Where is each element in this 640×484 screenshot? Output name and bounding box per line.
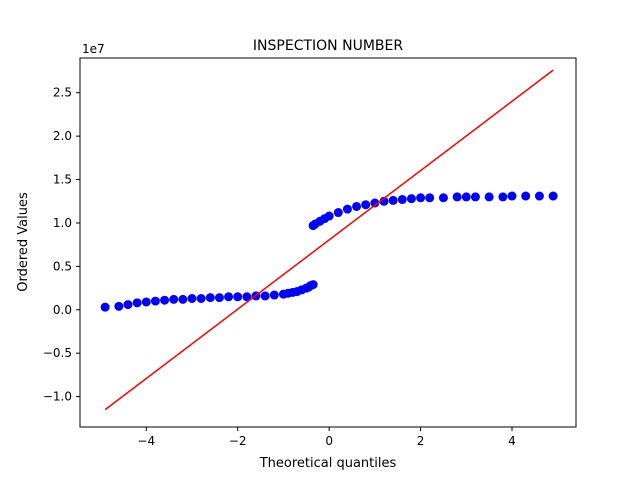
data-point — [406, 194, 416, 204]
data-point — [224, 292, 234, 302]
data-point — [269, 290, 279, 300]
data-point — [425, 193, 435, 203]
y-tick-label: −0.5 — [43, 346, 72, 360]
x-tick-label: 0 — [325, 434, 333, 448]
data-point — [333, 208, 343, 218]
y-tick-label: 2.5 — [53, 86, 72, 100]
data-point — [461, 192, 471, 202]
y-tick-label: 0.5 — [53, 259, 72, 273]
data-point — [324, 211, 334, 221]
data-point — [397, 195, 407, 205]
data-point — [370, 198, 380, 208]
data-point — [352, 201, 362, 211]
x-axis-ticks: −4 −2 0 2 4 — [137, 427, 516, 448]
plot-content — [100, 69, 558, 411]
x-tick-label: 4 — [508, 434, 516, 448]
data-point — [187, 294, 197, 303]
y-tick-label: 0.0 — [53, 303, 72, 317]
data-point — [548, 191, 558, 201]
data-point — [214, 293, 224, 303]
x-tick-label: −4 — [137, 434, 155, 448]
chart-title: INSPECTION NUMBER — [253, 38, 403, 54]
axes-frame — [79, 57, 577, 428]
data-point — [233, 292, 243, 302]
data-point — [438, 193, 448, 203]
x-tick-label: 2 — [417, 434, 425, 448]
data-point — [114, 301, 124, 311]
reference-line — [104, 69, 554, 411]
data-point — [498, 192, 508, 202]
data-point — [388, 195, 398, 205]
data-point — [169, 294, 179, 304]
data-points-series — [100, 191, 558, 312]
y-tick-label: 1.5 — [53, 173, 72, 187]
data-point — [141, 297, 151, 307]
data-point — [379, 196, 389, 206]
x-tick-label: −2 — [229, 434, 247, 448]
data-point — [205, 293, 215, 303]
data-point — [342, 204, 352, 214]
data-point — [132, 298, 142, 308]
data-point — [470, 192, 480, 202]
data-point — [160, 295, 170, 305]
data-point — [123, 300, 133, 310]
data-point — [507, 191, 517, 201]
y-tick-label: −1.0 — [43, 390, 72, 404]
data-point — [100, 302, 110, 312]
data-point — [260, 291, 270, 301]
data-point — [242, 292, 252, 302]
data-point — [452, 192, 462, 202]
y-axis-offset-label: 1e7 — [82, 42, 105, 56]
y-axis-label: Ordered Values — [16, 192, 31, 292]
data-point — [196, 294, 206, 303]
y-axis-ticks: −1.0 −0.5 0.0 0.5 1.0 1.5 2.0 2.5 — [43, 86, 80, 404]
data-point — [534, 191, 544, 201]
data-point — [308, 280, 318, 290]
data-point — [521, 191, 531, 201]
y-tick-label: 2.0 — [53, 129, 72, 143]
data-point — [178, 294, 188, 304]
data-point — [361, 200, 371, 210]
x-axis-label: Theoretical quantiles — [259, 456, 397, 471]
data-point — [484, 192, 494, 202]
data-point — [416, 193, 426, 203]
data-point — [150, 296, 160, 306]
y-tick-label: 1.0 — [53, 216, 72, 230]
